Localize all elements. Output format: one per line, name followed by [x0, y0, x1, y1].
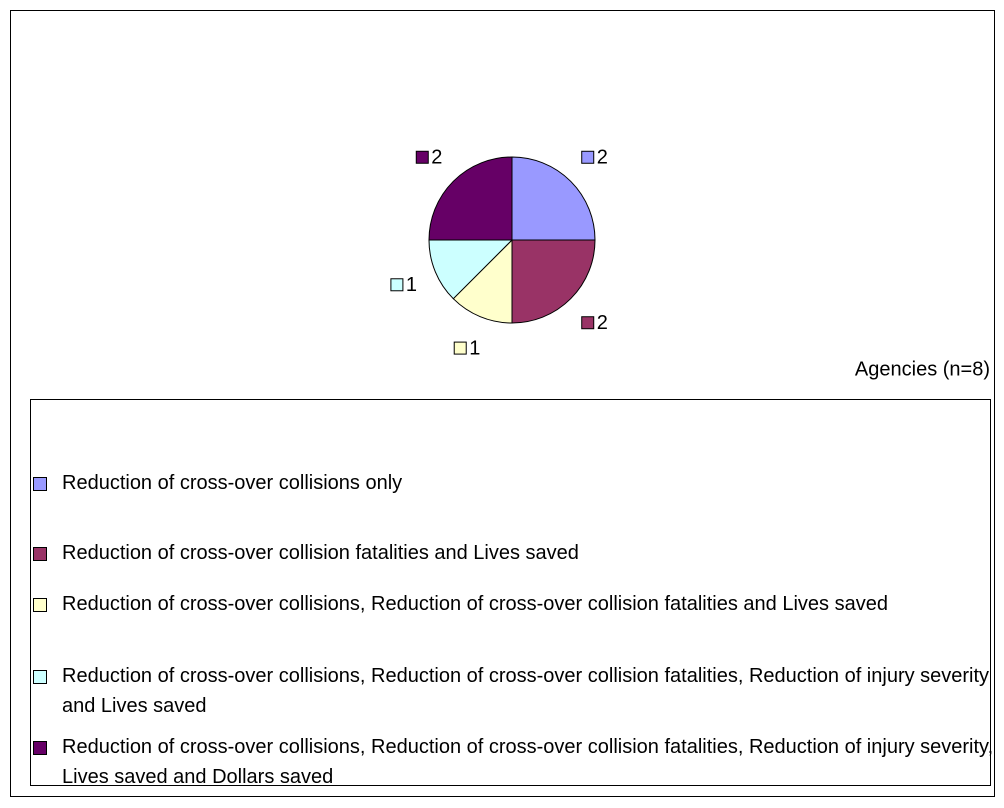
pie-slice: [428, 239, 514, 300]
label-swatch: [390, 278, 404, 292]
label-swatch: [453, 341, 467, 355]
pie-slice: [452, 238, 513, 324]
legend-label: Reduction of cross-over collision fatali…: [62, 542, 579, 564]
legend-swatch: [33, 598, 47, 612]
pie-slice: [511, 156, 596, 241]
label-swatch: [415, 150, 429, 164]
data-label: 2: [431, 147, 442, 169]
legend-label: Reduction of cross-over collisions, Redu…: [62, 665, 990, 717]
legend-swatch: [33, 477, 47, 491]
legend-label: Reduction of cross-over collisions, Redu…: [62, 736, 994, 788]
data-label: 1: [406, 274, 417, 296]
data-label: 1: [469, 337, 480, 359]
data-label: 2: [597, 147, 608, 169]
legend-label: Reduction of cross-over collisions only: [62, 472, 403, 494]
pie-slice: [428, 156, 513, 241]
legend-swatch: [33, 547, 47, 561]
annotation: Agencies (n=8): [855, 358, 990, 380]
pie-slice: [511, 239, 596, 324]
legend-swatch: [33, 741, 47, 755]
legend-swatch: [33, 670, 47, 684]
data-label: 2: [597, 312, 608, 334]
label-swatch: [581, 316, 595, 330]
legend-frame: [30, 399, 991, 786]
legend-label: Reduction of cross-over collisions, Redu…: [62, 593, 888, 615]
label-swatch: [581, 150, 595, 164]
